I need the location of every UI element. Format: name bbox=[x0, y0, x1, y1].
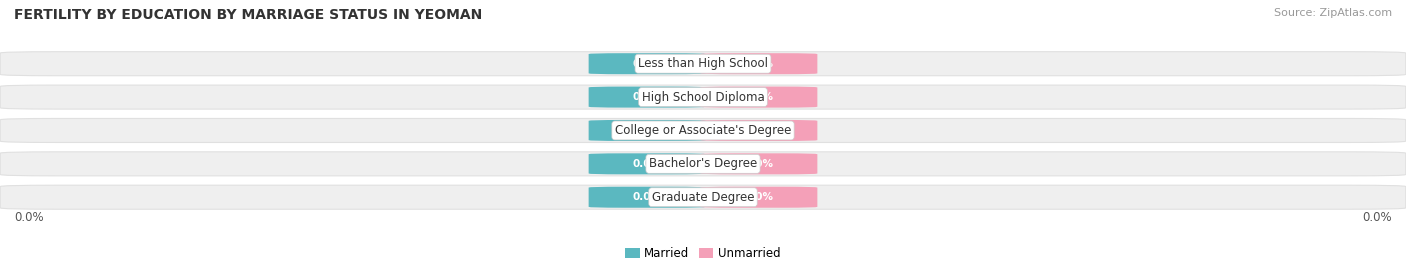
FancyBboxPatch shape bbox=[589, 153, 706, 174]
Legend: Married, Unmarried: Married, Unmarried bbox=[620, 243, 786, 265]
Text: High School Diploma: High School Diploma bbox=[641, 91, 765, 104]
FancyBboxPatch shape bbox=[0, 185, 1406, 209]
Text: Bachelor's Degree: Bachelor's Degree bbox=[650, 157, 756, 170]
Text: 0.0%: 0.0% bbox=[1362, 211, 1392, 224]
Text: College or Associate's Degree: College or Associate's Degree bbox=[614, 124, 792, 137]
Text: 0.0%: 0.0% bbox=[744, 92, 773, 102]
FancyBboxPatch shape bbox=[589, 120, 706, 141]
FancyBboxPatch shape bbox=[700, 153, 817, 174]
FancyBboxPatch shape bbox=[700, 120, 817, 141]
FancyBboxPatch shape bbox=[589, 87, 706, 108]
FancyBboxPatch shape bbox=[589, 53, 706, 74]
Text: 0.0%: 0.0% bbox=[744, 192, 773, 202]
Text: 0.0%: 0.0% bbox=[633, 192, 662, 202]
FancyBboxPatch shape bbox=[700, 53, 817, 74]
FancyBboxPatch shape bbox=[589, 187, 706, 208]
Text: 0.0%: 0.0% bbox=[633, 125, 662, 136]
Text: 0.0%: 0.0% bbox=[744, 125, 773, 136]
Text: FERTILITY BY EDUCATION BY MARRIAGE STATUS IN YEOMAN: FERTILITY BY EDUCATION BY MARRIAGE STATU… bbox=[14, 8, 482, 22]
FancyBboxPatch shape bbox=[700, 187, 817, 208]
Text: 0.0%: 0.0% bbox=[633, 59, 662, 69]
Text: 0.0%: 0.0% bbox=[633, 159, 662, 169]
Text: 0.0%: 0.0% bbox=[633, 92, 662, 102]
Text: Source: ZipAtlas.com: Source: ZipAtlas.com bbox=[1274, 8, 1392, 18]
FancyBboxPatch shape bbox=[0, 85, 1406, 109]
Text: Graduate Degree: Graduate Degree bbox=[652, 191, 754, 204]
FancyBboxPatch shape bbox=[0, 52, 1406, 76]
Text: 0.0%: 0.0% bbox=[744, 159, 773, 169]
Text: 0.0%: 0.0% bbox=[744, 59, 773, 69]
FancyBboxPatch shape bbox=[700, 87, 817, 108]
FancyBboxPatch shape bbox=[0, 118, 1406, 143]
Text: 0.0%: 0.0% bbox=[14, 211, 44, 224]
Text: Less than High School: Less than High School bbox=[638, 57, 768, 70]
FancyBboxPatch shape bbox=[0, 152, 1406, 176]
